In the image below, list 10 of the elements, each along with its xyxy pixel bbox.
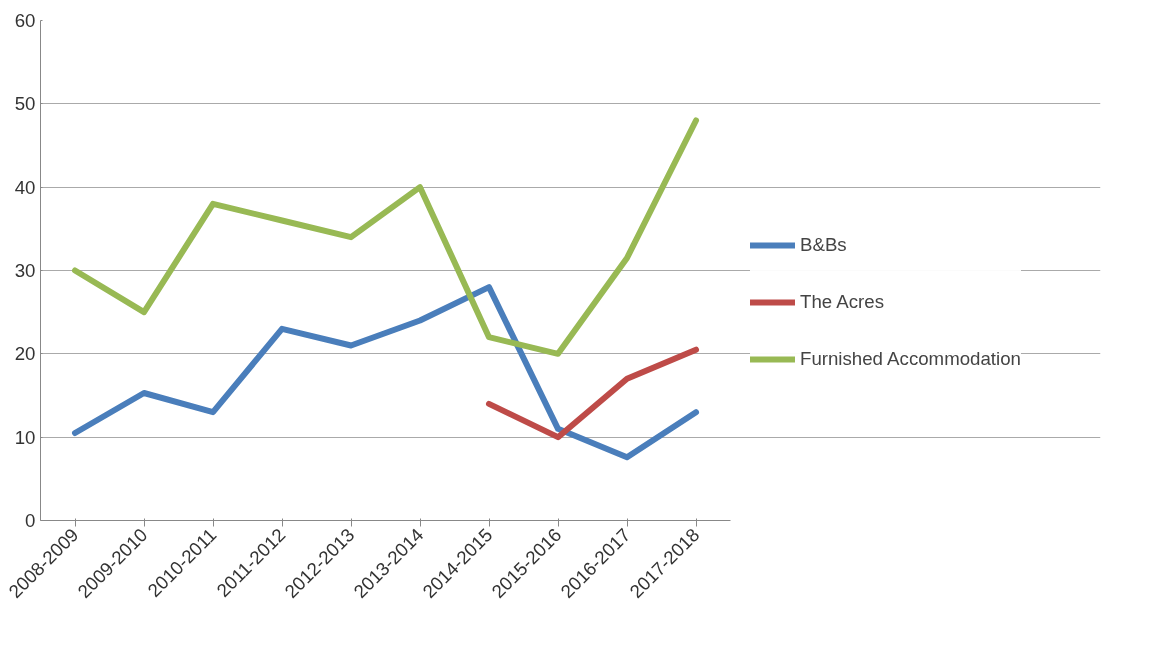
y-tick-label: 60 <box>14 10 36 31</box>
legend-label: The Acres <box>800 291 884 313</box>
y-tick-label: 30 <box>14 260 36 281</box>
y-tick-label: 40 <box>14 176 36 198</box>
legend-label: B&Bs <box>800 234 847 256</box>
y-tick-label: 0 <box>25 510 36 531</box>
y-tick-label: 20 <box>14 343 36 365</box>
y-tick-label: 50 <box>14 93 36 115</box>
legend-label: Furnished Accommodation <box>800 348 1021 370</box>
y-tick-label: 10 <box>14 426 36 448</box>
